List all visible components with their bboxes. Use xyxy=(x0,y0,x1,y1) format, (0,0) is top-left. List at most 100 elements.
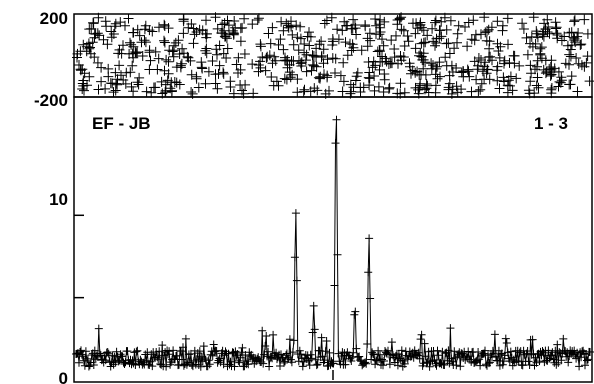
phase-point xyxy=(375,27,386,37)
amplitude-point xyxy=(280,358,288,367)
amplitude-point xyxy=(407,352,416,361)
amplitude-point xyxy=(481,346,489,355)
phase-point xyxy=(159,37,170,48)
phase-point xyxy=(292,74,303,85)
amplitude-point xyxy=(524,357,533,366)
phase-point xyxy=(364,73,375,84)
phase-point xyxy=(169,40,180,51)
phase-point xyxy=(432,73,443,84)
amplitude-ytick-0: 0 xyxy=(59,369,68,384)
amplitude-point xyxy=(309,301,318,310)
phase-point xyxy=(362,41,373,52)
phase-point xyxy=(528,12,539,23)
amplitude-point xyxy=(366,294,375,303)
phase-point xyxy=(556,75,567,86)
phase-point xyxy=(93,84,104,95)
phase-point xyxy=(110,67,121,78)
phase-point xyxy=(485,51,496,62)
amplitude-point xyxy=(277,350,285,359)
phase-point xyxy=(301,66,312,77)
amplitude-point xyxy=(552,360,561,369)
amplitude-point xyxy=(535,357,544,366)
phase-point xyxy=(564,49,575,60)
phase-point xyxy=(112,74,123,85)
phase-point xyxy=(228,29,239,40)
phase-point xyxy=(132,47,143,58)
phase-point xyxy=(532,55,543,66)
phase-point xyxy=(178,16,189,27)
phase-point xyxy=(569,15,580,26)
phase-point xyxy=(364,80,375,91)
amplitude-point xyxy=(564,358,573,367)
amplitude-point xyxy=(380,357,388,365)
phase-point xyxy=(299,84,310,95)
phase-point xyxy=(315,71,326,82)
phase-point xyxy=(399,87,410,98)
amplitude-point xyxy=(498,360,507,369)
phase-point xyxy=(159,35,169,46)
phase-point xyxy=(225,76,236,87)
phase-point xyxy=(287,29,298,40)
phase-point xyxy=(348,14,359,25)
amplitude-point xyxy=(173,351,181,360)
amplitude-point xyxy=(426,357,435,366)
phase-point xyxy=(161,54,172,65)
amplitude-point xyxy=(561,347,570,356)
amplitude-point xyxy=(129,359,138,368)
phase-point xyxy=(106,32,117,43)
phase-point xyxy=(134,30,145,41)
amplitude-series-line xyxy=(75,119,591,368)
amplitude-point xyxy=(82,356,91,365)
amplitude-point xyxy=(192,355,201,364)
amplitude-point xyxy=(420,339,429,348)
phase-point xyxy=(288,39,299,50)
phase-point xyxy=(392,15,403,25)
amplitude-point xyxy=(289,336,298,345)
phase-point xyxy=(283,20,294,31)
phase-point xyxy=(337,86,348,97)
phase-point xyxy=(229,16,240,26)
phase-point xyxy=(469,35,480,46)
phase-point xyxy=(427,23,438,34)
phase-point xyxy=(525,76,536,87)
phase-point xyxy=(398,25,409,36)
phase-point xyxy=(279,73,290,84)
phase-point xyxy=(221,53,232,63)
phase-point xyxy=(394,14,405,25)
amplitude-point xyxy=(425,362,434,371)
amplitude-point xyxy=(230,362,239,371)
amplitude-point xyxy=(133,346,142,355)
phase-point xyxy=(223,20,234,31)
amplitude-point xyxy=(94,324,103,333)
phase-point xyxy=(556,35,567,46)
phase-point xyxy=(330,68,340,78)
phase-point xyxy=(166,86,177,97)
phase-point xyxy=(311,61,322,72)
phase-point xyxy=(456,67,467,78)
amplitude-point xyxy=(333,250,342,259)
phase-point xyxy=(309,60,319,71)
phase-point xyxy=(436,16,447,27)
phase-point xyxy=(420,57,431,68)
phase-point xyxy=(518,24,529,34)
phase-point xyxy=(379,74,390,85)
amplitude-point xyxy=(440,361,449,369)
phase-ytick-bottom: -200 xyxy=(34,91,68,110)
phase-point xyxy=(127,60,138,71)
phase-point xyxy=(541,66,552,77)
phase-point xyxy=(480,57,490,68)
phase-point xyxy=(75,65,86,76)
amplitude-point xyxy=(575,362,584,371)
phase-point xyxy=(265,38,276,49)
amplitude-point xyxy=(475,355,484,364)
amplitude-point xyxy=(238,343,247,352)
amplitude-point xyxy=(108,351,117,360)
phase-point xyxy=(237,85,247,96)
amplitude-point xyxy=(157,360,166,369)
phase-point xyxy=(511,73,522,84)
phase-point xyxy=(110,18,121,29)
phase-point xyxy=(551,22,562,33)
phase-point xyxy=(476,55,486,65)
phase-point xyxy=(247,59,258,70)
phase-point xyxy=(210,69,221,80)
